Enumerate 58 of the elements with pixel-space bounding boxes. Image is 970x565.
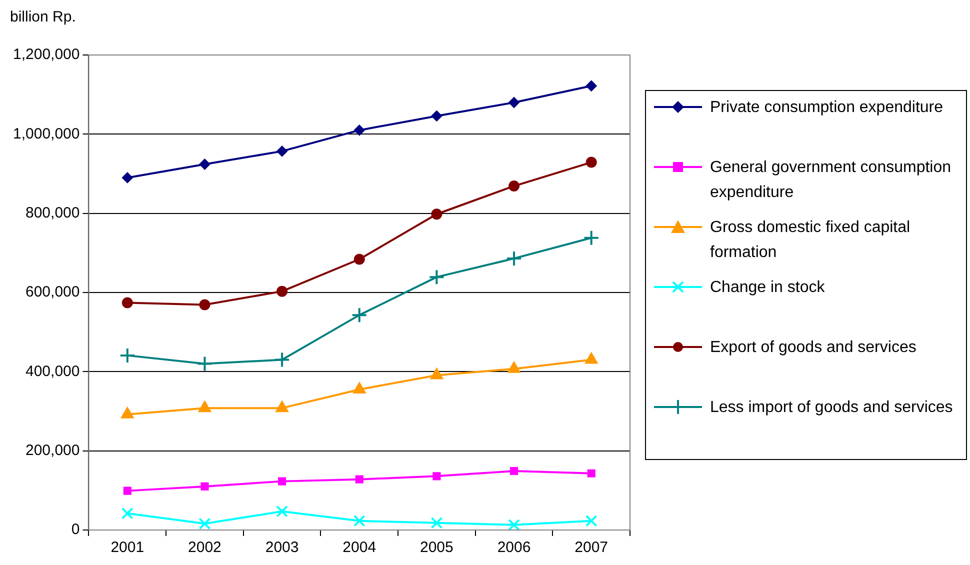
y-tick-label: 1,200,000 [12,46,80,64]
point [198,518,211,530]
point [508,180,520,192]
legend-label: Change in stock [710,278,825,298]
legend-label: Gross domestic fixed capital formation [710,218,912,263]
point [508,518,520,530]
point [587,469,596,478]
point [198,400,212,412]
legend-label: Private consumption expenditure [710,98,944,118]
point [355,475,364,484]
y-tick-label: 0 [71,521,80,538]
point [196,356,213,372]
point [122,297,133,308]
y-tick-label: 600,000 [25,284,80,301]
x-tick-label: 2003 [265,539,299,556]
point [583,230,600,246]
x-tick-label: 2002 [188,539,222,556]
point [508,97,520,108]
point [431,208,442,220]
point [430,516,443,529]
legend-label: General government consumption expenditure [710,158,952,203]
point [432,472,441,480]
point [122,172,133,184]
point [274,352,290,368]
y-tick-label: 800,000 [25,204,80,222]
point [199,299,210,310]
point [586,156,597,168]
point [353,514,366,527]
point [354,124,365,136]
x-tick-label: 2007 [574,539,608,556]
point [275,400,289,412]
point [586,80,597,92]
point [121,507,134,520]
point [200,482,209,490]
x-tick-label: 2006 [497,539,531,556]
point [278,477,286,486]
point [354,254,365,265]
point [506,250,522,266]
point [199,158,210,170]
legend-label: Export of goods and services [710,338,916,358]
point [428,269,445,286]
point [351,307,368,324]
y-tick-label: 1,000,000 [12,125,80,142]
point [431,110,442,122]
point [123,486,132,495]
point [276,286,288,297]
legend-label: Less import of goods and services [710,398,953,418]
point [276,505,288,518]
y-axis-title: billion Rp. [10,8,76,26]
x-tick-label: 2004 [342,539,376,556]
x-tick-label: 2005 [420,539,454,556]
point [510,466,518,476]
point [276,146,288,157]
y-tick-label: 200,000 [25,442,80,459]
x-tick-label: 2001 [110,539,144,556]
point [585,514,598,527]
point [119,347,136,364]
y-tick-label: 400,000 [25,362,80,380]
